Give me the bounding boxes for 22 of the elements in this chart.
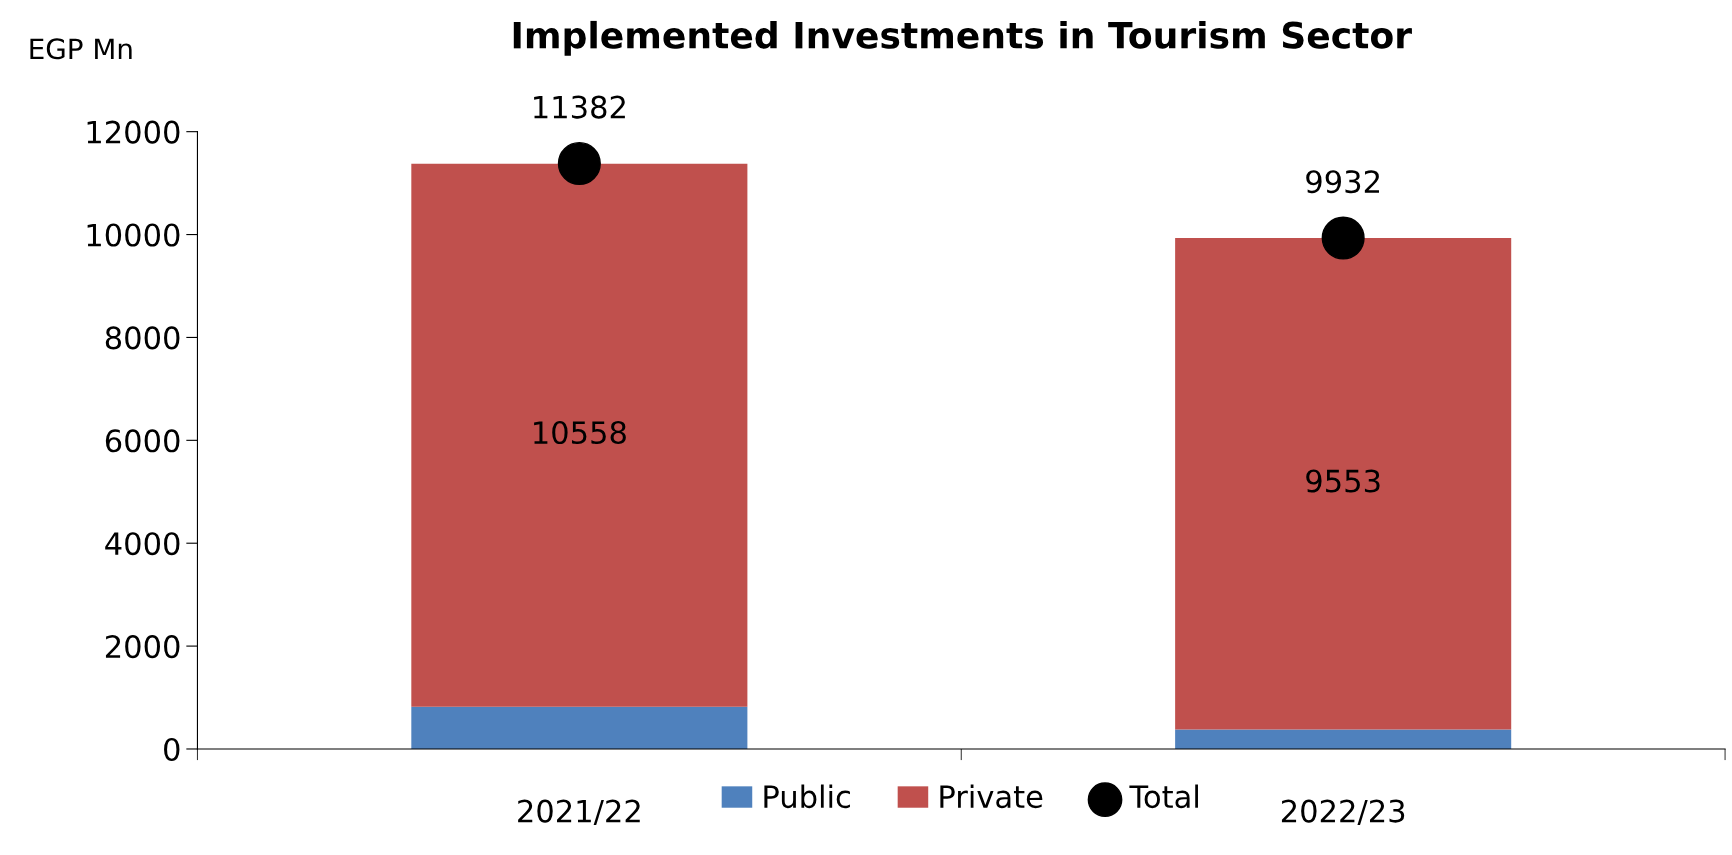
y-tick-label: 6000 [105,429,180,453]
bar [411,163,748,707]
legend-label: Public [764,784,850,809]
bar [1175,729,1512,749]
y-tick-label: 8000 [105,326,180,350]
y-tick-label: 2000 [105,635,180,659]
data-label: 11382 [534,95,625,119]
y-axis-title: EGP Mn [30,38,132,60]
legend-label: Private [940,784,1043,809]
bar [411,706,748,749]
x-tick-label: 2022/23 [1281,799,1405,826]
y-tick-label: 12000 [87,120,180,144]
y-tick-label: 10000 [87,223,180,247]
bar [1175,238,1512,730]
data-label: 9553 [1306,469,1380,493]
legend-label: Total [1129,784,1198,809]
y-tick-label: 4000 [105,532,180,556]
data-label: 9932 [1306,170,1379,194]
y-tick-label: 0 [164,737,180,762]
x-tick-label: 2021/22 [518,799,640,826]
data-label: 10558 [534,420,626,445]
chart-title: Implemented Investments in Tourism Sector [513,20,1412,56]
